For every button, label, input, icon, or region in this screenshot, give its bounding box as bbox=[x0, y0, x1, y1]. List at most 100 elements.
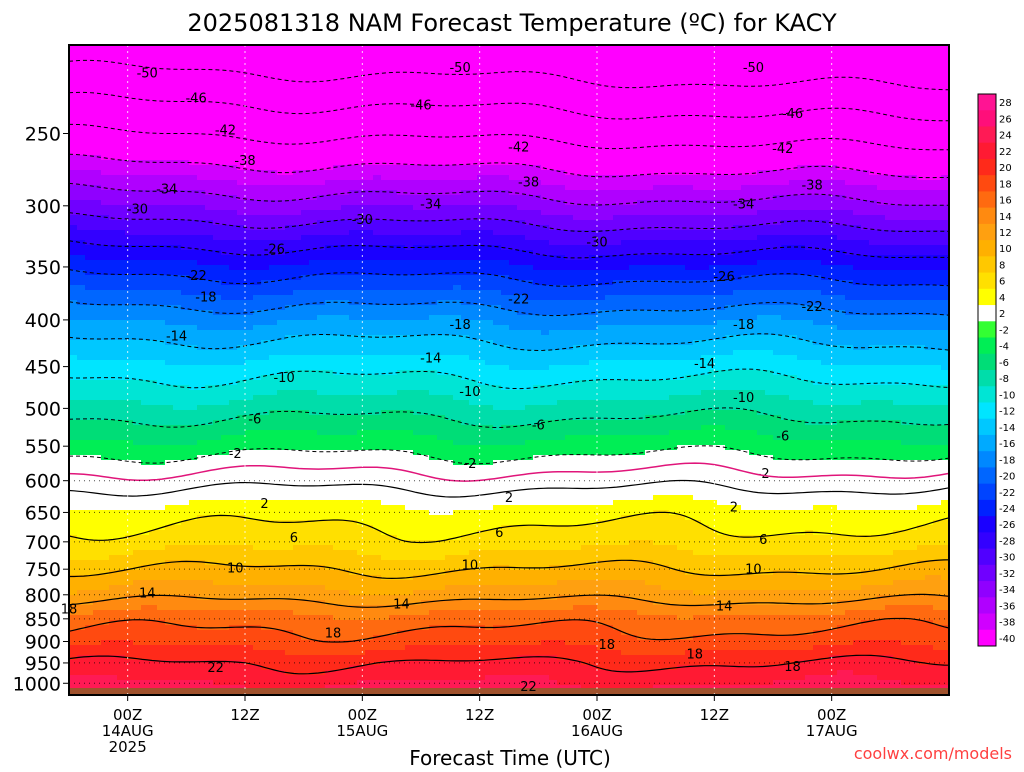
contour-label: -46 bbox=[410, 99, 431, 114]
contour-label: -50 bbox=[449, 61, 470, 76]
colorbar-label: -24 bbox=[999, 504, 1015, 515]
colorbar-label: 14 bbox=[999, 212, 1012, 223]
colorbar-swatch bbox=[978, 467, 996, 484]
colorbar-label: -26 bbox=[999, 520, 1015, 531]
colorbar-swatch bbox=[978, 435, 996, 452]
contour-label: -22 bbox=[185, 269, 206, 284]
contour-label: -42 bbox=[508, 141, 529, 156]
colorbar-label: -4 bbox=[999, 342, 1009, 353]
colorbar-swatch bbox=[978, 419, 996, 436]
colorbar-label: -36 bbox=[999, 601, 1015, 612]
colorbar-label: -28 bbox=[999, 536, 1015, 547]
contour-label: -22 bbox=[801, 300, 822, 315]
contour-label: -18 bbox=[733, 318, 754, 333]
colorbar-swatch bbox=[978, 224, 996, 241]
colorbar-swatch bbox=[978, 565, 996, 582]
contour-label: -42 bbox=[772, 142, 793, 157]
x-axis-label: Forecast Time (UTC) bbox=[409, 746, 611, 768]
contour-label: 14 bbox=[139, 586, 156, 601]
colorbar-label: 12 bbox=[999, 228, 1012, 239]
contour-label: 14 bbox=[716, 600, 733, 615]
colorbar-swatch bbox=[978, 94, 996, 111]
contour-label: -50 bbox=[743, 61, 764, 76]
colorbar-swatch bbox=[978, 532, 996, 549]
contour-label: -18 bbox=[195, 290, 216, 305]
colorbar-swatch bbox=[978, 110, 996, 127]
x-tick-label: 12Z bbox=[465, 706, 494, 724]
contour-label: -22 bbox=[508, 293, 529, 308]
colorbar-label: 10 bbox=[999, 244, 1012, 255]
y-tick-label: 700 bbox=[25, 532, 61, 554]
colorbar-label: -40 bbox=[999, 634, 1015, 645]
contour-label: -10 bbox=[459, 385, 480, 400]
x-tick-label: 2025 bbox=[109, 738, 147, 756]
x-tick-label: 12Z bbox=[230, 706, 259, 724]
y-tick-label: 250 bbox=[25, 123, 61, 145]
colorbar-label: -2 bbox=[999, 325, 1009, 336]
colorbar-swatch bbox=[978, 143, 996, 160]
contour-label: -26 bbox=[713, 270, 734, 285]
x-tick-label: 12Z bbox=[700, 706, 729, 724]
chart-title: 2025081318 NAM Forecast Temperature (ºC)… bbox=[187, 9, 837, 37]
contour-label: 6 bbox=[495, 526, 503, 541]
y-tick-label: 350 bbox=[25, 257, 61, 279]
y-tick-label: 650 bbox=[25, 502, 61, 524]
colorbar-swatch bbox=[978, 159, 996, 176]
colorbar-label: -14 bbox=[999, 423, 1015, 434]
colorbar-label: 18 bbox=[999, 179, 1012, 190]
colorbar-swatch bbox=[978, 289, 996, 306]
contour-label: -34 bbox=[156, 183, 177, 198]
y-tick-label: 800 bbox=[25, 585, 61, 607]
contour-label: 2 bbox=[505, 491, 513, 506]
contour-label: -38 bbox=[801, 178, 822, 193]
contour-label: 2 bbox=[260, 497, 268, 512]
terrain-strip bbox=[69, 688, 949, 695]
contour-label: -26 bbox=[264, 243, 285, 258]
colorbar-label: 20 bbox=[999, 163, 1012, 174]
colorbar-label: 4 bbox=[999, 293, 1005, 304]
colorbar-label: -6 bbox=[999, 358, 1009, 369]
contour-label: 10 bbox=[462, 558, 479, 573]
contour-label: -14 bbox=[166, 329, 187, 344]
y-tick-label: 750 bbox=[25, 559, 61, 581]
contour-label: 18 bbox=[599, 638, 616, 653]
colorbar-swatch bbox=[978, 597, 996, 614]
x-tick-label: 15AUG bbox=[336, 722, 388, 740]
colorbar-label: -16 bbox=[999, 439, 1015, 450]
x-tick-label: 16AUG bbox=[571, 722, 623, 740]
contour-label: -14 bbox=[694, 357, 715, 372]
colorbar-swatch bbox=[978, 516, 996, 533]
colorbar-swatch bbox=[978, 208, 996, 225]
colorbar-label: -10 bbox=[999, 390, 1015, 401]
y-tick-label: 500 bbox=[25, 398, 61, 420]
contour-label: -46 bbox=[185, 92, 206, 107]
contour-label: -50 bbox=[137, 67, 158, 82]
colorbar-label: -30 bbox=[999, 553, 1015, 564]
colorbar-swatch bbox=[978, 321, 996, 338]
colorbar-label: 22 bbox=[999, 147, 1012, 158]
contour-label: -2 bbox=[463, 457, 476, 472]
contour-label: 22 bbox=[520, 680, 537, 695]
contour-label: 14 bbox=[393, 598, 410, 613]
y-tick-label: 400 bbox=[25, 310, 61, 332]
colorbar-label: -22 bbox=[999, 488, 1015, 499]
y-tick-label: 450 bbox=[25, 357, 61, 379]
colorbar-swatch bbox=[978, 451, 996, 468]
colorbar-swatch bbox=[978, 338, 996, 355]
colorbar-swatch bbox=[978, 126, 996, 143]
colorbar-label: 26 bbox=[999, 114, 1012, 125]
colorbar-swatch bbox=[978, 240, 996, 257]
colorbar-label: -34 bbox=[999, 585, 1015, 596]
colorbar-label: -32 bbox=[999, 569, 1015, 580]
colorbar-swatch bbox=[978, 386, 996, 403]
colorbar-label: -20 bbox=[999, 472, 1015, 483]
contour-label: -46 bbox=[782, 107, 803, 122]
colorbar-label: 6 bbox=[999, 277, 1005, 288]
contour-label: 10 bbox=[745, 563, 762, 578]
y-tick-label: 850 bbox=[25, 609, 61, 631]
contour-label: -10 bbox=[733, 391, 754, 406]
contour-label: 6 bbox=[759, 533, 767, 548]
colorbar-swatch bbox=[978, 614, 996, 631]
colorbar-swatch bbox=[978, 549, 996, 566]
